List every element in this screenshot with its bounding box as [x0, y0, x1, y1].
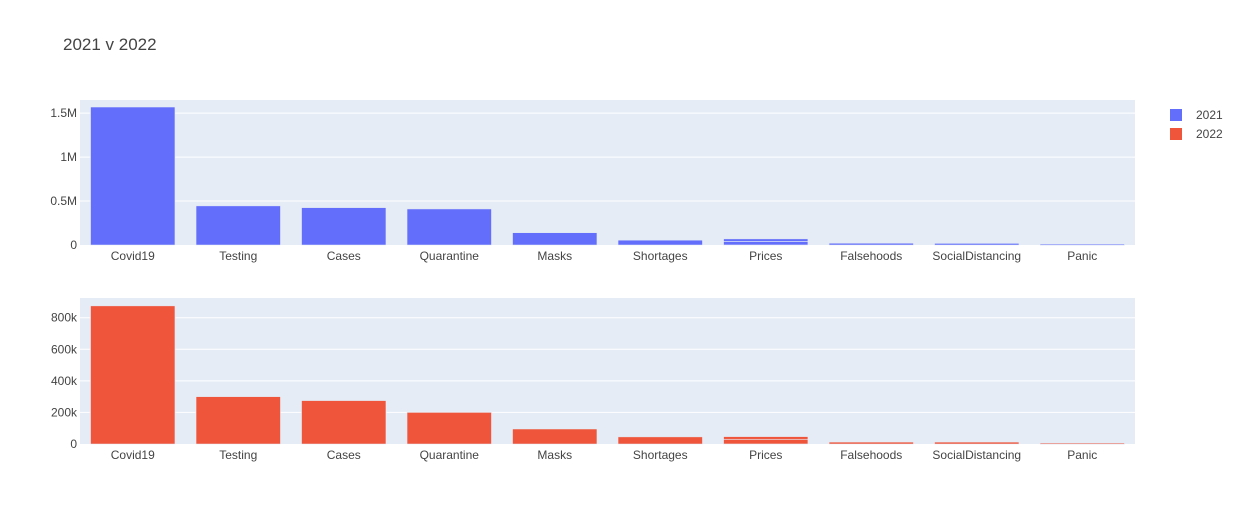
bar-socialdistancing-2022[interactable]	[934, 441, 1020, 445]
bar-masks-2021[interactable]	[512, 232, 598, 246]
bar-falsehoods-2021[interactable]	[828, 242, 914, 246]
x-tick-label: Covid19	[111, 448, 155, 462]
bar-prices-2022[interactable]	[723, 436, 809, 440]
bar-prices-2021[interactable]	[723, 241, 809, 246]
x-tick-label: SocialDistancing	[932, 448, 1021, 462]
subplot-2: 0 200k 400k 600k 800k Covid19 Testing Cases Quar…	[51, 298, 1135, 462]
x-tick-label: Testing	[219, 448, 257, 462]
bar-prices-2021[interactable]	[723, 238, 809, 242]
x-tick-label: Cases	[327, 448, 361, 462]
x-tick-label: Falsehoods	[840, 448, 902, 462]
bar-quarantine-2021[interactable]	[406, 208, 492, 246]
x-tick-label: Cases	[327, 249, 361, 263]
x-tick-label: Panic	[1067, 249, 1097, 263]
x-tick-label: Quarantine	[420, 448, 480, 462]
chart-title: 2021 v 2022	[63, 35, 157, 54]
bar-testing-2022[interactable]	[195, 396, 281, 445]
bar-panic-2021[interactable]	[1039, 244, 1125, 246]
bar-panic-2022[interactable]	[1039, 442, 1125, 445]
x-tick-label: Panic	[1067, 448, 1097, 462]
x-tick-label: SocialDistancing	[932, 249, 1021, 263]
y-tick-label: 600k	[51, 342, 78, 356]
bar-shortages-2022[interactable]	[617, 436, 703, 445]
x-tick-label: Shortages	[633, 249, 688, 263]
y-tick-label: 1M	[60, 150, 77, 164]
x-tick-label: Quarantine	[420, 249, 480, 263]
legend-label: 2022	[1196, 127, 1223, 141]
bar-socialdistancing-2021[interactable]	[934, 243, 1020, 246]
y-tick-label: 800k	[51, 311, 78, 325]
bar-prices-2022[interactable]	[723, 438, 809, 445]
plots-area: 0 0.5M 1M 1.5M Covid19 Testing Cases Quarantine…	[50, 100, 1135, 462]
bar-testing-2021[interactable]	[195, 205, 281, 246]
legend[interactable]: 2021 2022	[1170, 108, 1223, 141]
x-tick-label: Testing	[219, 249, 257, 263]
y-tick-label: 400k	[51, 374, 78, 388]
bar-cases-2022[interactable]	[301, 400, 387, 445]
legend-label: 2021	[1196, 108, 1223, 122]
x-tick-label: Shortages	[633, 448, 688, 462]
x-tick-label: Masks	[537, 249, 572, 263]
subplot-1: 0 0.5M 1M 1.5M Covid19 Testing Cases Quarantine…	[50, 100, 1135, 263]
x-tick-label: Prices	[749, 249, 782, 263]
legend-item-2022[interactable]: 2022	[1170, 127, 1223, 141]
x-tick-label: Covid19	[111, 249, 155, 263]
bar-shortages-2021[interactable]	[617, 239, 703, 246]
legend-swatch	[1170, 128, 1182, 140]
bar-quarantine-2022[interactable]	[406, 412, 492, 445]
legend-item-2021[interactable]: 2021	[1170, 108, 1223, 122]
y-tick-label: 0.5M	[50, 194, 77, 208]
bar-masks-2022[interactable]	[512, 428, 598, 445]
x-tick-label: Masks	[537, 448, 572, 462]
y-tick-label: 200k	[51, 405, 78, 419]
x-tick-label: Prices	[749, 448, 782, 462]
bar-cases-2021[interactable]	[301, 207, 387, 246]
y-tick-label: 1.5M	[50, 106, 77, 120]
bar-covid19-2022[interactable]	[90, 305, 176, 445]
bar-covid19-2021[interactable]	[90, 106, 176, 246]
bar-falsehoods-2022[interactable]	[828, 441, 914, 445]
legend-swatch	[1170, 109, 1182, 121]
y-tick-label: 0	[70, 437, 77, 451]
y-tick-label: 0	[70, 238, 77, 252]
x-tick-label: Falsehoods	[840, 249, 902, 263]
